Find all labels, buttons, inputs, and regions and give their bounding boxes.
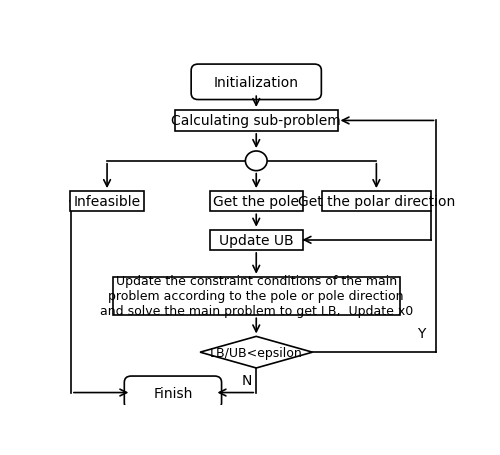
FancyBboxPatch shape <box>124 376 222 409</box>
Text: Update UB: Update UB <box>219 233 294 247</box>
Text: Initialization: Initialization <box>214 76 299 90</box>
Text: Update the constraint conditions of the main
problem according to the pole or po: Update the constraint conditions of the … <box>100 275 413 318</box>
Text: Calculating sub-problem: Calculating sub-problem <box>172 114 341 128</box>
Text: Y: Y <box>417 326 425 340</box>
FancyBboxPatch shape <box>70 192 144 212</box>
Text: N: N <box>242 374 252 387</box>
FancyBboxPatch shape <box>210 230 303 250</box>
Text: Finish: Finish <box>153 386 192 399</box>
FancyBboxPatch shape <box>191 65 322 100</box>
FancyBboxPatch shape <box>322 192 430 212</box>
FancyBboxPatch shape <box>210 192 303 212</box>
Text: Infeasible: Infeasible <box>74 195 140 209</box>
Circle shape <box>246 152 267 171</box>
FancyBboxPatch shape <box>113 277 400 316</box>
FancyBboxPatch shape <box>175 111 338 131</box>
Text: Get the pole: Get the pole <box>213 195 299 209</box>
Text: Get the polar direction: Get the polar direction <box>298 195 455 209</box>
Polygon shape <box>200 337 312 368</box>
Text: LB/UB<epsilon: LB/UB<epsilon <box>210 346 302 359</box>
